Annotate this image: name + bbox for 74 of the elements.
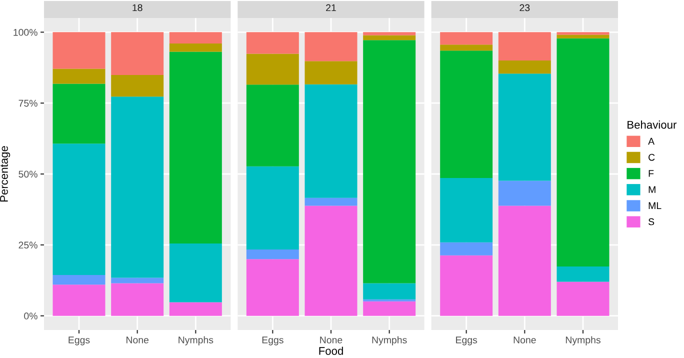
chart-title: 23 — [520, 4, 530, 12]
y-tick-label: 75% — [18, 100, 38, 107]
chart-title: 18 — [132, 4, 142, 12]
bar — [556, 32, 610, 35]
x-tick-label: None — [126, 336, 149, 344]
bar — [52, 32, 106, 69]
bar — [440, 50, 493, 178]
bar — [363, 40, 416, 284]
bar — [556, 38, 610, 266]
bar — [556, 282, 610, 316]
chart-title: 21 — [326, 4, 336, 12]
bar — [498, 60, 551, 74]
bar — [304, 206, 358, 316]
bar — [111, 32, 164, 76]
bar — [246, 166, 299, 250]
bar — [169, 243, 222, 302]
legend-title: Behaviour — [628, 120, 677, 129]
x-tick-label: Eggs — [68, 336, 90, 346]
bar — [52, 284, 106, 316]
bar — [111, 283, 164, 316]
x-tick-label: Eggs — [456, 336, 478, 346]
bar — [304, 84, 358, 198]
bar — [363, 35, 416, 40]
bar — [52, 84, 106, 144]
legend-label: ML — [648, 202, 662, 209]
bar — [556, 266, 610, 282]
bar — [169, 44, 222, 52]
bar — [246, 259, 299, 316]
y-tick-label: 100% — [14, 28, 38, 36]
bar — [363, 301, 416, 316]
bar — [169, 302, 222, 316]
bar — [556, 34, 610, 38]
bar — [246, 84, 299, 166]
bar — [440, 178, 493, 242]
legend-label: A — [648, 138, 655, 145]
bar — [246, 54, 299, 85]
bar — [363, 283, 416, 300]
legend-label: S — [648, 218, 654, 226]
bar — [440, 242, 493, 256]
bar — [498, 74, 551, 181]
bar — [111, 278, 164, 284]
bar — [498, 180, 551, 206]
bar — [169, 52, 222, 244]
bar — [52, 68, 106, 84]
x-axis-title: Food — [319, 346, 343, 355]
bar — [304, 198, 358, 206]
x-tick-label: None — [514, 336, 536, 344]
bar — [304, 61, 358, 84]
y-tick-label: 25% — [18, 242, 38, 249]
y-tick-label: 50% — [18, 170, 38, 178]
bar — [498, 206, 551, 316]
legend-label: F — [648, 170, 654, 177]
bar — [169, 32, 222, 44]
bar — [304, 32, 358, 62]
bar — [440, 255, 493, 316]
x-tick-label: Nymphs — [178, 336, 214, 346]
bar — [440, 32, 493, 45]
bar — [52, 144, 106, 275]
bar — [440, 44, 493, 51]
x-tick-label: Eggs — [262, 336, 284, 346]
bar — [246, 249, 299, 260]
y-tick-label: 0% — [24, 312, 38, 320]
bar — [52, 274, 106, 285]
bar — [363, 32, 416, 36]
bar — [111, 75, 164, 97]
x-tick-label: Nymphs — [372, 336, 407, 346]
legend-label: M — [648, 186, 656, 193]
bar — [111, 96, 164, 278]
bar — [246, 32, 299, 54]
bar — [498, 32, 551, 61]
legend-label: C — [648, 154, 655, 161]
x-tick-label: None — [320, 336, 342, 344]
x-tick-label: Nymphs — [566, 336, 600, 346]
y-axis-title: Percentage — [0, 146, 10, 202]
